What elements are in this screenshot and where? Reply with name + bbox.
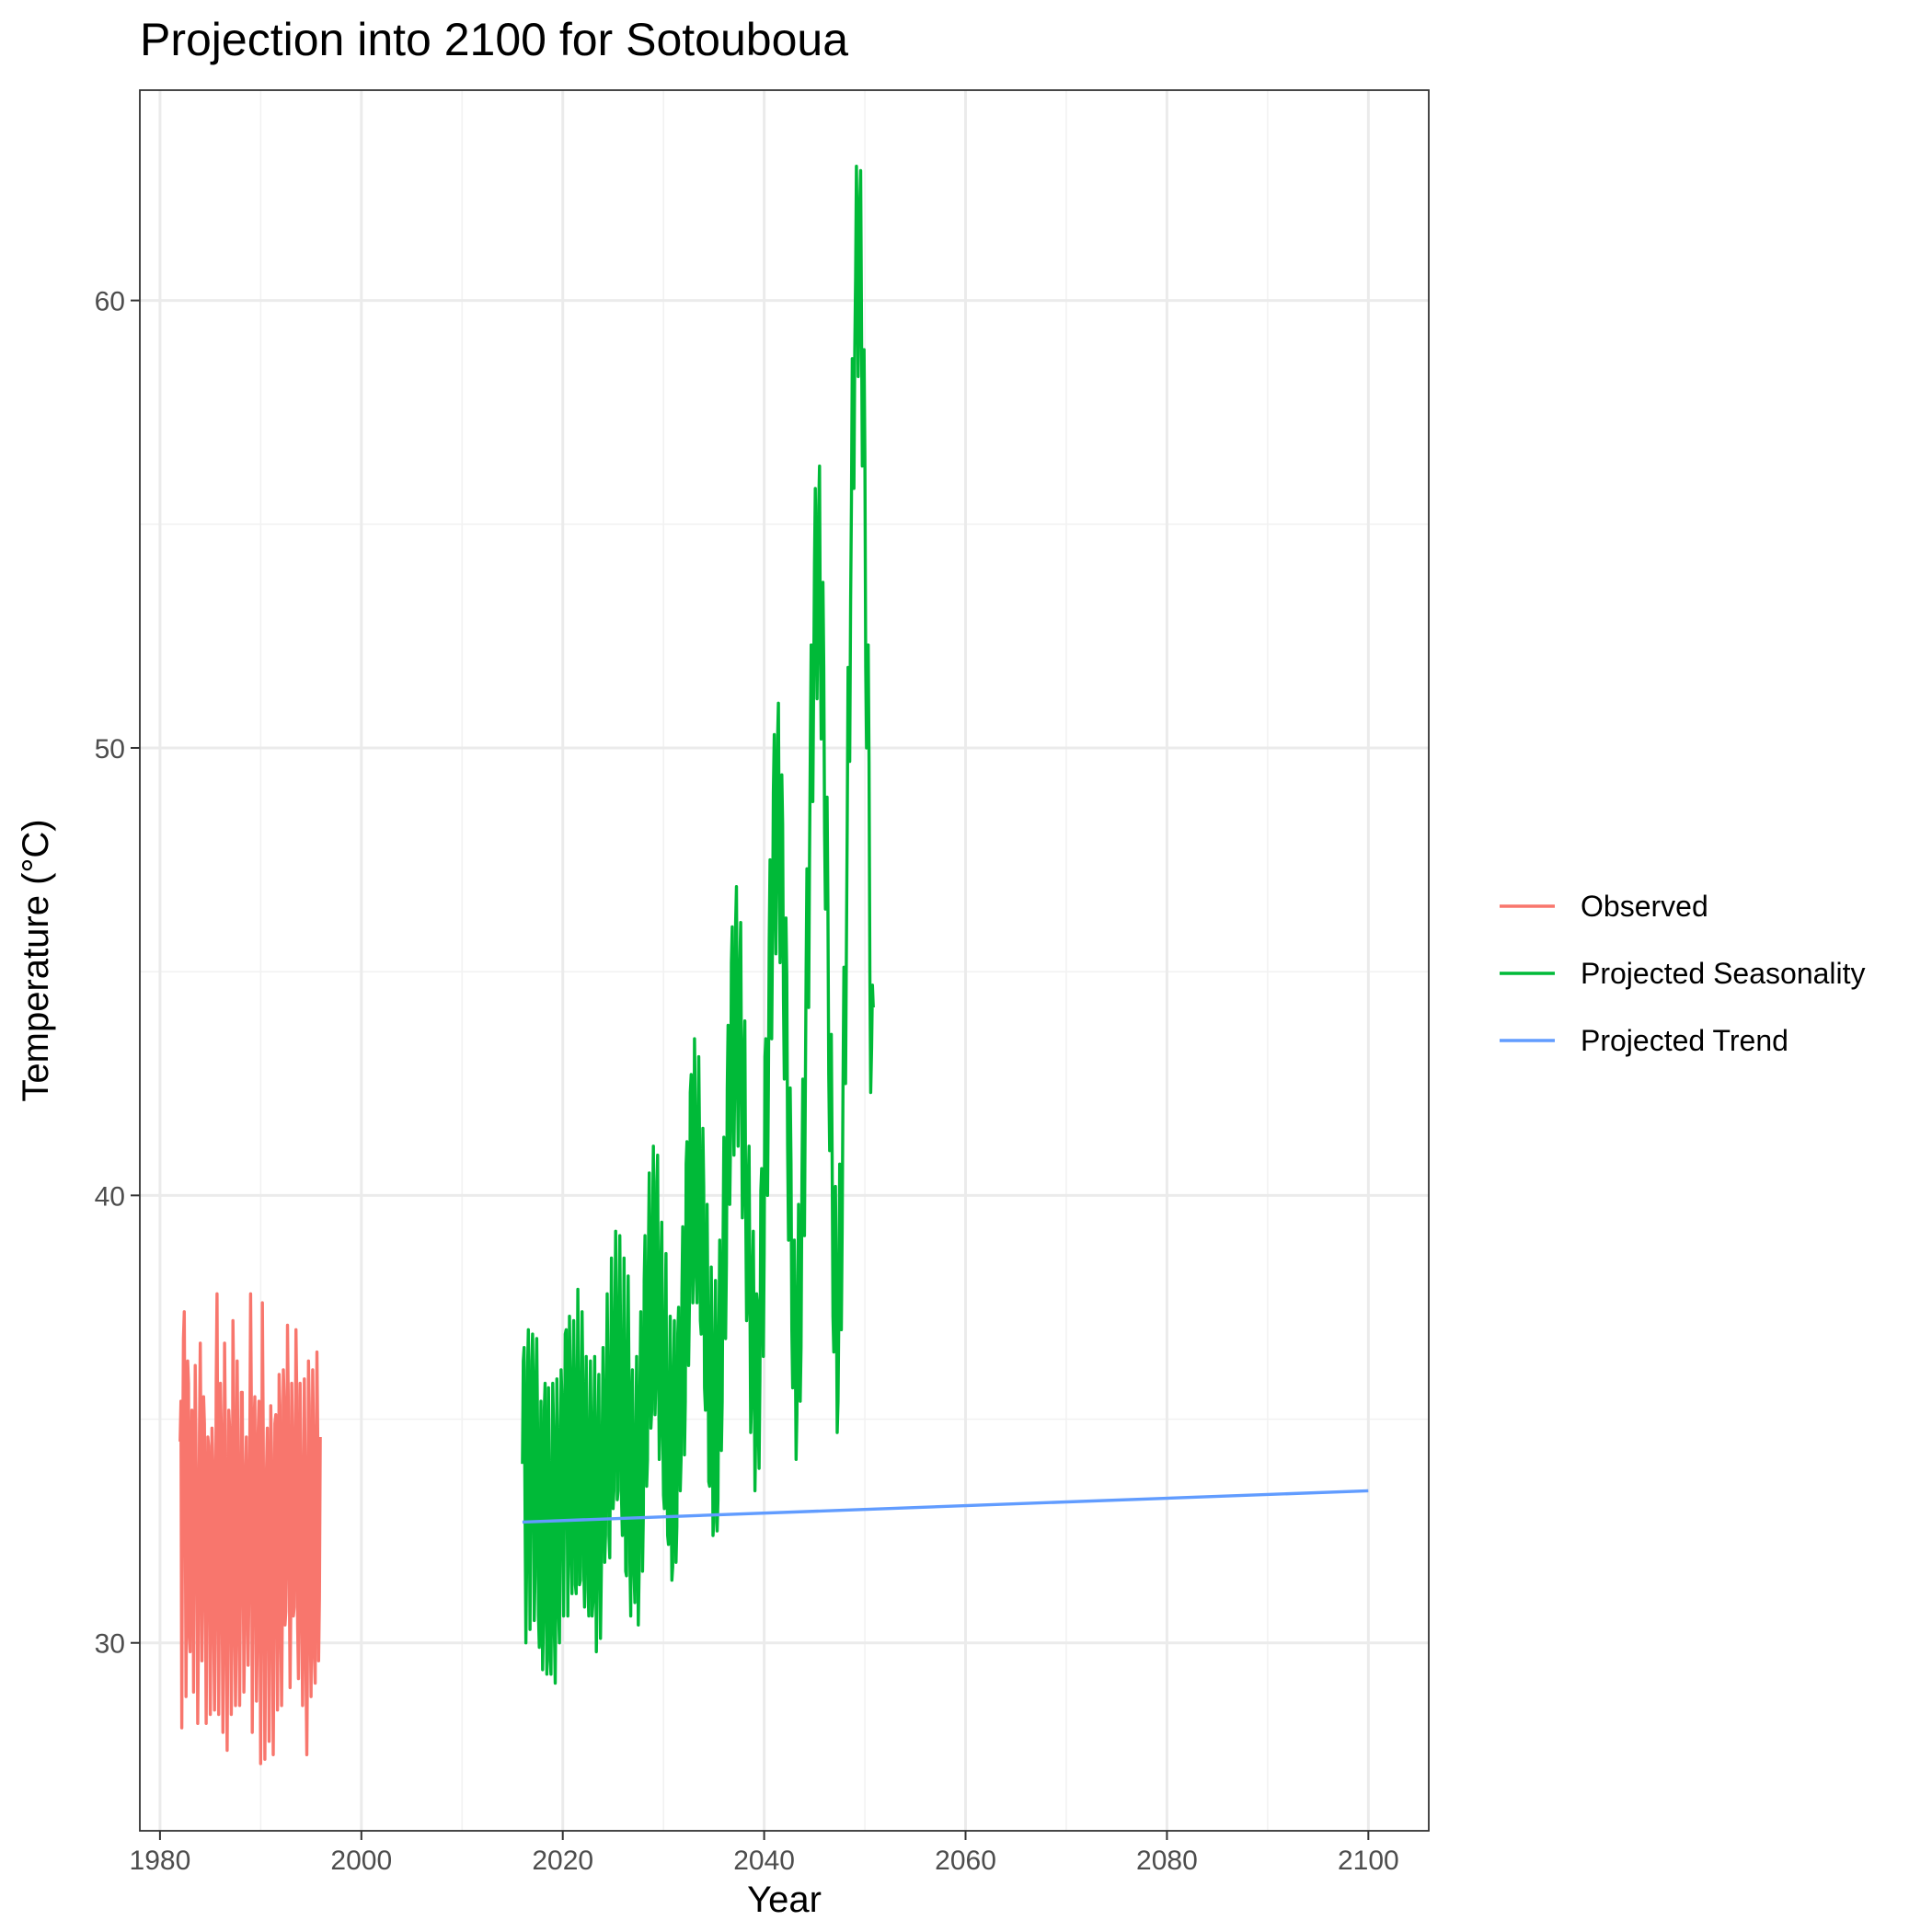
x-axis: 1980 2000 2020 2040 2060 2080 2100 [130,1831,1399,1876]
x-tick-label: 2060 [935,1846,996,1876]
x-tick-label: 2080 [1136,1846,1198,1876]
legend-label: Projected Trend [1581,1024,1788,1057]
x-tick-label: 2000 [330,1846,392,1876]
x-tick-label: 2020 [532,1846,593,1876]
series-lines [178,165,1369,1765]
y-tick-label: 30 [95,1629,125,1660]
x-tick-label: 2040 [733,1846,795,1876]
x-axis-title: Year [747,1880,822,1920]
x-tick-label: 1980 [130,1846,191,1876]
y-tick-label: 60 [95,287,125,317]
series-line-projected-trend [522,1489,1369,1524]
legend-label: Projected Seasonality [1581,957,1866,990]
legend-label: Observed [1581,890,1708,923]
series-line-projected-seasonality [521,165,875,1685]
major-gridlines [140,90,1429,1831]
chart-title: Projection into 2100 for Sotouboua [140,14,848,65]
y-tick-label: 40 [95,1181,125,1212]
x-tick-label: 2100 [1338,1846,1399,1876]
y-axis: 30 40 50 60 [95,287,140,1660]
y-axis-title: Temperature (°C) [16,819,56,1101]
legend: Observed Projected Seasonality Projected T… [1500,890,1866,1057]
series-line-observed [178,1292,322,1765]
panel-border [139,89,1430,1832]
y-tick-label: 50 [95,734,125,765]
